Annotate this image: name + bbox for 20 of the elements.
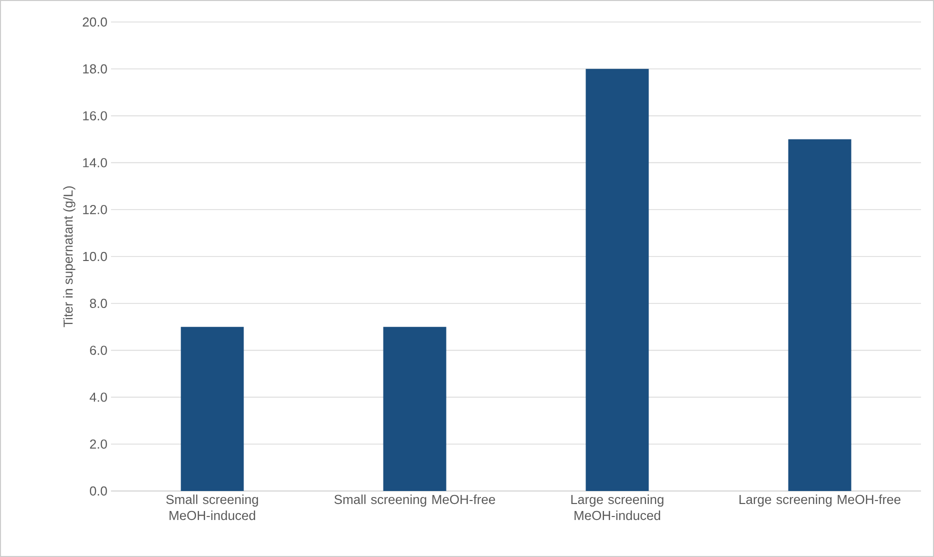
y-tick-label: 14.0: [83, 158, 107, 168]
y-tick-label: 4.0: [90, 392, 107, 402]
y-tick-label: 16.0: [83, 111, 107, 120]
y-tick-label: 20.0: [82, 17, 107, 27]
x-tick-label: Large screening MeOH-free: [740, 494, 900, 507]
y-axis-title: Titer in supernatant (g/L): [63, 186, 76, 328]
y-tick-label: 0.0: [90, 486, 107, 496]
y-tick-label: 12.0: [83, 204, 107, 214]
y-tick-label: 2.0: [90, 439, 107, 449]
y-tick-label: 6.0: [90, 346, 107, 355]
y-tick-label: 8.0: [90, 298, 107, 308]
x-tick-label: Large screening MeOH-induced: [571, 494, 664, 520]
y-tick-label: 10.0: [83, 252, 107, 262]
bar: [383, 326, 446, 491]
bar: [586, 68, 649, 491]
bar: [788, 139, 852, 491]
y-tick-label: 18.0: [83, 64, 107, 74]
x-tick-label: Small screening MeOH-induced: [166, 494, 258, 520]
bar: [180, 326, 244, 491]
x-tick-label: Small screening MeOH-free: [334, 494, 496, 507]
